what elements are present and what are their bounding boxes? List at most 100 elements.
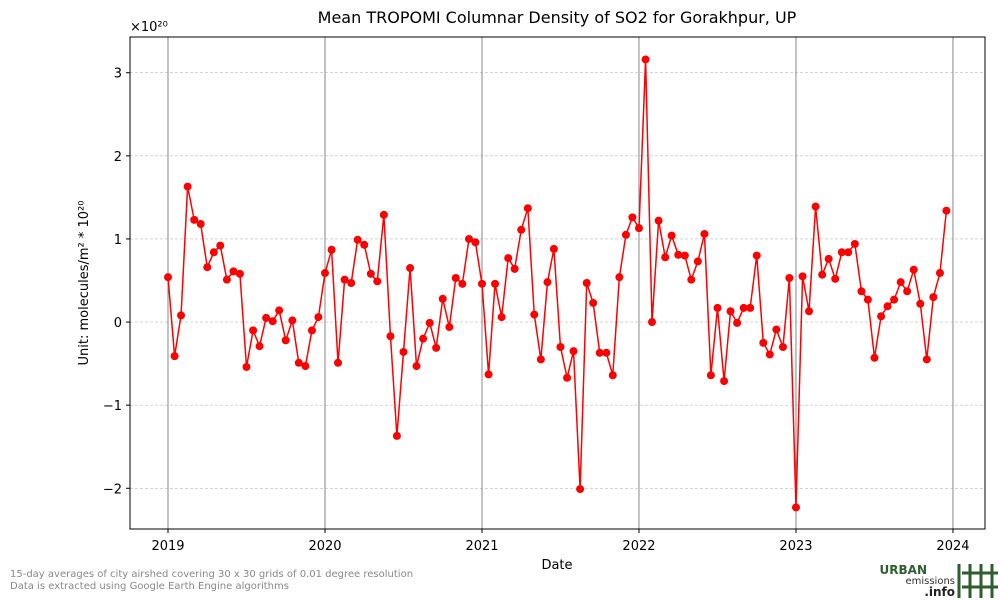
point <box>621 230 630 239</box>
point <box>693 257 702 266</box>
point <box>674 250 683 259</box>
point <box>451 274 460 283</box>
point <box>294 358 303 367</box>
point <box>216 241 225 250</box>
point <box>687 275 696 284</box>
x-tick-label: 2019 <box>151 539 184 554</box>
point <box>438 294 447 303</box>
y-tick-label: 0 <box>114 316 122 331</box>
point <box>320 269 329 278</box>
point <box>556 342 565 351</box>
logo-icon <box>957 564 998 598</box>
point <box>275 306 284 315</box>
point <box>595 348 604 357</box>
point <box>831 274 840 283</box>
point <box>772 325 781 334</box>
point <box>373 277 382 286</box>
point <box>477 279 486 288</box>
plot-frame <box>129 36 986 530</box>
logo-text: URBAN <box>880 563 927 577</box>
logo-text: .info <box>924 585 955 599</box>
point <box>419 334 428 343</box>
point <box>661 253 670 262</box>
point <box>733 318 742 327</box>
x-axis-label: Date <box>541 558 572 573</box>
point <box>863 295 872 304</box>
footnote: 15-day averages of city airshed covering… <box>10 569 413 580</box>
logo: URBAN emissions .info <box>880 563 998 599</box>
point <box>334 358 343 367</box>
point <box>379 210 388 219</box>
point <box>432 343 441 352</box>
point <box>641 55 650 64</box>
point <box>877 312 886 321</box>
point <box>942 206 951 215</box>
point <box>634 224 643 233</box>
point <box>190 215 199 224</box>
y-offset-text: ×10²⁰ <box>130 20 168 35</box>
point <box>242 362 251 371</box>
point <box>471 238 480 247</box>
point <box>569 347 578 356</box>
point <box>935 269 944 278</box>
point <box>229 267 238 276</box>
point <box>163 273 172 282</box>
logo-text: emissions <box>905 576 955 587</box>
point <box>765 350 774 359</box>
point <box>209 248 218 257</box>
y-tick-label: −2 <box>103 482 122 497</box>
point <box>177 311 186 320</box>
x-tick-label: 2022 <box>622 539 655 554</box>
point <box>903 287 912 296</box>
y-tick-label: 2 <box>114 150 122 165</box>
point <box>726 307 735 316</box>
point <box>549 244 558 253</box>
point <box>811 202 820 211</box>
point <box>288 316 297 325</box>
point <box>700 229 709 238</box>
point <box>235 269 244 278</box>
point <box>857 287 866 296</box>
point <box>464 234 473 243</box>
point <box>340 275 349 284</box>
point <box>314 313 323 322</box>
point <box>458 279 467 288</box>
point <box>406 264 415 273</box>
point <box>909 265 918 274</box>
point <box>929 293 938 302</box>
point <box>890 295 899 304</box>
point <box>360 240 369 249</box>
point <box>222 275 231 284</box>
x-tick-label: 2023 <box>779 539 812 554</box>
point <box>425 318 434 327</box>
point <box>563 373 572 382</box>
point <box>746 303 755 312</box>
point <box>844 248 853 257</box>
point <box>778 342 787 351</box>
point <box>327 245 336 254</box>
point <box>706 371 715 380</box>
chart-title: Mean TROPOMI Columnar Density of SO2 for… <box>318 8 797 27</box>
point <box>510 264 519 273</box>
x-tick-label: 2020 <box>308 539 341 554</box>
series-line <box>167 59 948 508</box>
point <box>791 503 800 512</box>
point <box>654 216 663 225</box>
point <box>491 279 500 288</box>
point <box>301 362 310 371</box>
point <box>353 235 362 244</box>
y-axis-label: Unit: molecules/m² * 10²⁰ <box>77 201 92 366</box>
point <box>739 303 748 312</box>
point <box>582 279 591 287</box>
point <box>484 370 493 379</box>
point <box>785 274 794 283</box>
point <box>576 485 585 494</box>
point <box>667 231 676 240</box>
point <box>628 213 637 222</box>
point <box>713 303 722 312</box>
point <box>648 318 657 327</box>
point <box>268 317 277 326</box>
footnote: Data is extracted using Google Earth Eng… <box>10 581 289 592</box>
point <box>183 182 192 191</box>
